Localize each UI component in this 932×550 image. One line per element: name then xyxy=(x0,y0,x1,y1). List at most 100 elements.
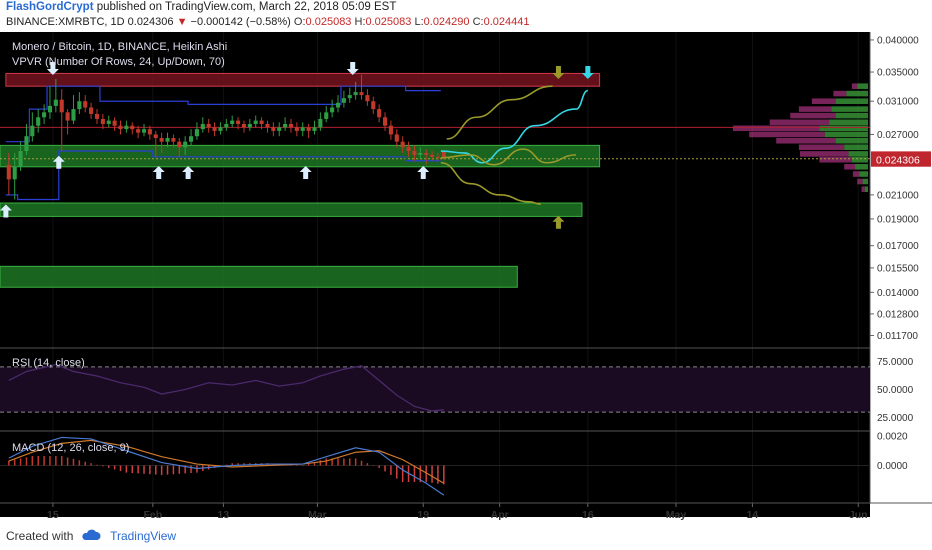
price-tick-label: 0.027000 xyxy=(877,130,919,141)
candle-body xyxy=(6,164,11,180)
macd-histogram-bar xyxy=(360,460,363,466)
low-value: 0.024290 xyxy=(423,16,470,28)
olive-projection-path xyxy=(440,161,541,205)
macd-histogram-bar xyxy=(225,464,228,466)
close-label: C: xyxy=(472,16,484,28)
candles[interactable] xyxy=(6,74,446,200)
candle-body xyxy=(71,109,76,121)
price-tick-label: 0.017000 xyxy=(877,241,919,252)
candle-body xyxy=(77,101,82,110)
candle-body xyxy=(165,138,170,142)
candle-body xyxy=(241,123,247,128)
candle-body xyxy=(330,107,335,113)
candle-body xyxy=(59,99,64,113)
time-axis[interactable]: 15 Feb 13 Mar 19 Apr 16 May 14 Jun xyxy=(47,503,868,521)
volume-bar-down xyxy=(733,125,820,132)
volume-bar-up xyxy=(824,131,868,138)
price-tick-label: 0.031000 xyxy=(877,97,919,108)
candle-body xyxy=(194,129,199,137)
macd-histogram-bar xyxy=(337,458,339,466)
volume-bar-up xyxy=(831,106,868,112)
price-channel-lower xyxy=(5,150,441,201)
macd-histogram-bar xyxy=(243,463,245,466)
macd-histogram-bar xyxy=(131,465,134,474)
candle-body xyxy=(430,154,435,157)
symbol-label: BINANCE:XMRBTC, 1D xyxy=(6,16,125,28)
olive-projection-path xyxy=(446,85,553,140)
candle-body xyxy=(424,152,429,155)
time-tick-label: 13 xyxy=(218,509,230,521)
candle-body xyxy=(12,166,17,180)
macd-histogram-bar xyxy=(184,465,186,474)
macd-tick-label: 0.0000 xyxy=(877,461,908,472)
candle-body xyxy=(224,123,229,128)
red-zone xyxy=(5,72,601,87)
macd-histogram-bar xyxy=(366,463,369,466)
macd-histogram-bar xyxy=(166,465,169,475)
candle-body xyxy=(36,117,41,126)
candle-body xyxy=(359,92,364,96)
candle-body xyxy=(171,138,176,142)
volume-bar-up xyxy=(844,144,868,151)
candle-body xyxy=(335,102,341,108)
macd-histogram-bar xyxy=(31,456,34,466)
price-tick-label: 0.019000 xyxy=(877,214,919,225)
volume-bar-down xyxy=(798,144,845,151)
candle-body xyxy=(42,112,47,118)
low-label: L: xyxy=(414,16,424,28)
arrow-up-icon xyxy=(299,165,312,179)
volume-bar-up xyxy=(855,164,868,170)
author-link[interactable]: FlashGordCrypt xyxy=(6,1,94,13)
time-tick-label: 15 xyxy=(47,509,59,521)
time-tick-label: Mar xyxy=(308,509,327,521)
candle-body xyxy=(83,101,88,108)
arrow-up-icon xyxy=(552,215,565,229)
macd-histogram-bar xyxy=(49,456,51,466)
last-price-label-bg xyxy=(871,152,931,167)
rsi-label: RSI (14, close) xyxy=(12,357,85,369)
candle-body xyxy=(382,117,388,126)
volume-bar-down xyxy=(861,186,865,192)
volume-bar-down xyxy=(811,98,836,104)
volume-bar-down xyxy=(844,164,856,170)
macd-histogram-bar xyxy=(13,459,16,466)
volume-bar-up xyxy=(857,83,868,89)
macd-histogram-bar xyxy=(155,465,157,475)
price-tick-label: 0.012800 xyxy=(877,309,919,320)
volume-profile xyxy=(733,83,868,192)
price-tick-label: 0.015500 xyxy=(877,263,919,274)
volume-bar-up xyxy=(848,151,868,157)
volume-bar-up xyxy=(846,90,868,97)
high-label: H: xyxy=(354,16,366,28)
macd-line xyxy=(8,436,445,496)
macd-histogram-bar xyxy=(72,458,75,466)
arrows xyxy=(0,61,594,229)
arrow-down-icon xyxy=(581,66,594,80)
candle-body xyxy=(47,105,53,113)
price-axis[interactable]: 0.0400000.0350000.0310000.0270000.024441… xyxy=(870,35,931,342)
candle-body xyxy=(153,134,158,139)
macd-histogram-bar xyxy=(55,456,57,466)
volume-bar-down xyxy=(769,119,830,126)
macd-histogram-bar xyxy=(413,465,416,483)
candle-body xyxy=(183,141,188,148)
macd-histogram-bar xyxy=(396,465,398,479)
macd-histogram-bar xyxy=(149,465,151,475)
chart-canvas[interactable]: 0.0400000.0350000.0310000.0270000.024441… xyxy=(0,32,932,527)
rsi-tick-label: 25.0000 xyxy=(877,413,914,424)
green-zone xyxy=(0,202,583,217)
high-value: 0.025083 xyxy=(365,16,412,28)
volume-bar-up xyxy=(862,178,868,185)
macd-histogram-bar xyxy=(237,463,239,466)
footer: Created with TradingView xyxy=(6,529,176,543)
candle-body xyxy=(324,112,329,119)
tradingview-link[interactable]: TradingView xyxy=(110,529,177,543)
candle-body xyxy=(388,125,393,135)
volume-bar-up xyxy=(864,186,868,192)
candle-body xyxy=(347,95,352,99)
macd-signal-line xyxy=(8,439,445,484)
macd-histogram-bar xyxy=(443,465,445,485)
price-tick-label: 0.035000 xyxy=(877,68,919,79)
candle-body xyxy=(306,127,311,131)
macd-histogram-bar xyxy=(108,465,110,468)
